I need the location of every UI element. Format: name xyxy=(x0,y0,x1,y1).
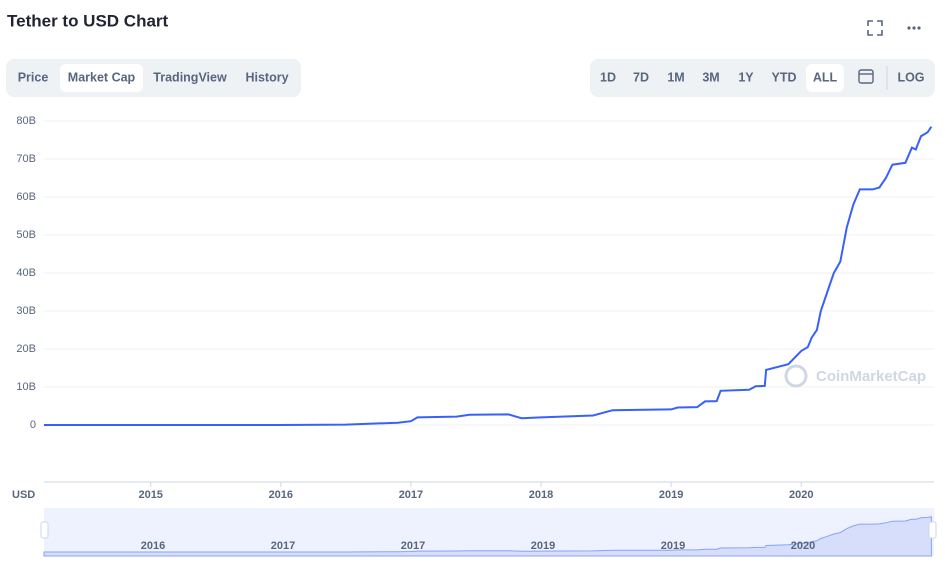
y-tick-label: 10B xyxy=(16,381,36,393)
range-button[interactable]: ALL xyxy=(813,70,838,84)
y-tick-label: 0 xyxy=(30,419,36,431)
y-axis-label: USD xyxy=(12,489,35,501)
navigator-label: 2017 xyxy=(401,540,425,552)
range-button[interactable]: YTD xyxy=(772,70,797,84)
price-line xyxy=(44,126,933,426)
y-tick-label: 70B xyxy=(16,153,36,165)
y-tick-label: 30B xyxy=(16,305,36,317)
tab[interactable]: Market Cap xyxy=(68,70,136,84)
navigator-area xyxy=(43,516,932,557)
x-tick-label: 2017 xyxy=(399,489,423,501)
range-active-bg xyxy=(806,64,844,92)
y-tick-label: 60B xyxy=(16,191,36,203)
x-tick-label: 2016 xyxy=(269,489,293,501)
tab-active-bg xyxy=(60,64,143,92)
page-title: Tether to USD Chart xyxy=(7,11,169,30)
y-tick-label: 20B xyxy=(16,343,36,355)
y-tick-label: 40B xyxy=(16,267,36,279)
tab[interactable]: TradingView xyxy=(153,70,227,84)
log-button[interactable]: LOG xyxy=(897,70,924,84)
calendar-icon[interactable] xyxy=(858,69,874,84)
navigator-handle[interactable] xyxy=(40,521,49,539)
more-icon[interactable] xyxy=(907,26,921,30)
navigator-label: 2020 xyxy=(791,540,815,552)
x-tick-label: 2019 xyxy=(659,489,683,501)
tab[interactable]: History xyxy=(245,70,288,84)
range-button[interactable]: 3M xyxy=(702,70,719,84)
x-tick-label: 2018 xyxy=(529,489,553,501)
watermark: CoinMarketCap xyxy=(816,368,926,385)
tab[interactable]: Price xyxy=(18,70,49,84)
watermark-logo xyxy=(784,364,808,388)
y-tick-label: 80B xyxy=(16,115,36,127)
fullscreen-icon[interactable] xyxy=(867,20,883,36)
x-tick-label: 2020 xyxy=(789,489,813,501)
navigator-label: 2019 xyxy=(531,540,555,552)
y-tick-label: 50B xyxy=(16,229,36,241)
navigator-label: 2016 xyxy=(141,540,165,552)
range-button[interactable]: 1M xyxy=(667,70,684,84)
range-button[interactable]: 1Y xyxy=(738,70,754,84)
navigator-handle[interactable] xyxy=(928,521,937,539)
navigator-label: 2019 xyxy=(661,540,685,552)
x-tick-label: 2015 xyxy=(138,489,162,501)
range-group xyxy=(590,59,935,97)
navigator-label: 2017 xyxy=(271,540,295,552)
range-button[interactable]: 7D xyxy=(633,70,649,84)
range-button[interactable]: 1D xyxy=(600,70,616,84)
